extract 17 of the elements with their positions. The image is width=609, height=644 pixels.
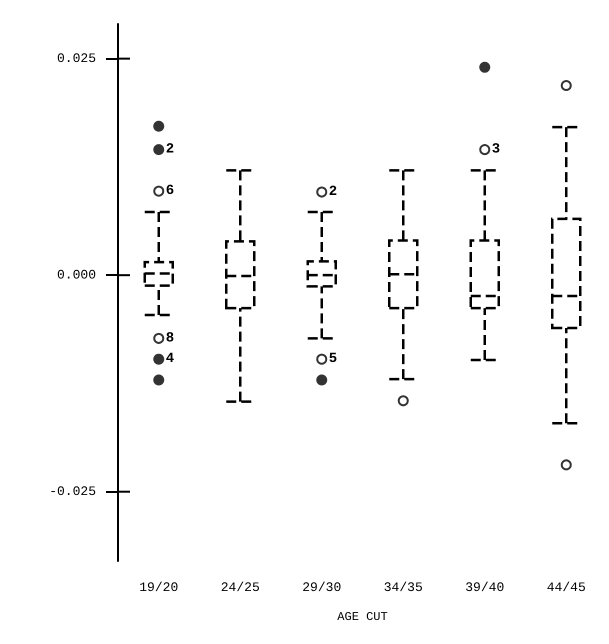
x-tick-label: 39/40: [465, 580, 504, 595]
x-tick-label: 19/20: [139, 580, 178, 595]
y-tick-label: -0.025: [49, 484, 96, 500]
annotation: 3: [492, 142, 500, 158]
x-tick-label: 24/25: [220, 580, 260, 595]
x-tick-label: 44/45: [546, 580, 586, 595]
annotation: 4: [166, 351, 174, 368]
annotation: 2: [328, 184, 338, 200]
x-tick-label: 34/35: [384, 580, 423, 595]
x-axis-title: AGE CUT: [337, 610, 388, 624]
annotation: 6: [166, 183, 174, 200]
annotation: 2: [166, 142, 174, 158]
x-tick-label: 29/30: [302, 580, 342, 595]
y-tick-label: 0.000: [56, 268, 96, 283]
annotation: 5: [328, 351, 338, 368]
annotation: 8: [166, 330, 174, 346]
y-tick-label: 0.025: [56, 51, 96, 66]
